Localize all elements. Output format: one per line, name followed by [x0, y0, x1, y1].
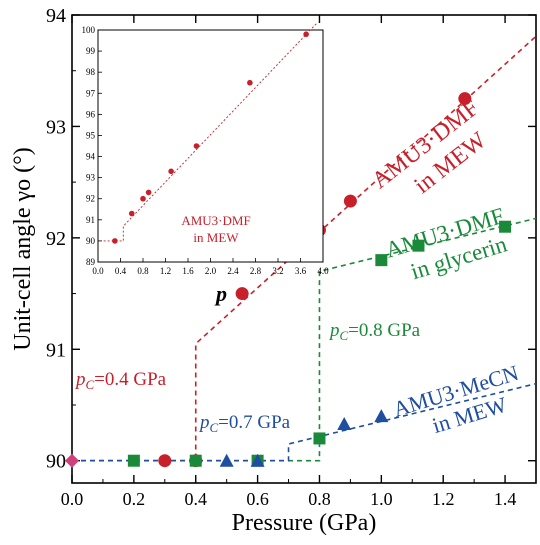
y-tick-label: 93	[46, 116, 66, 138]
inset-area	[97, 29, 324, 263]
data-point	[313, 432, 326, 445]
main-trend-lines	[72, 35, 537, 462]
y-tick-label: 91	[46, 339, 66, 361]
inset-x-tick-label: 0.8	[137, 266, 149, 276]
inset-x-tick-label: 2.4	[227, 266, 239, 276]
main-axes: 0.0 0.2 0.4 0.6 0.8 1.0 1.2 1.4 90 91 92 93 94	[46, 5, 537, 509]
plot-area	[71, 14, 537, 484]
inset-series	[103, 22, 318, 244]
data-point	[343, 194, 357, 208]
data-point	[499, 220, 512, 233]
inset-y-tick-label: 97	[86, 88, 96, 98]
annotation-mecn-mew: AMU3·MeCN in MEW	[390, 360, 521, 438]
inset-x-tick-label: 2.0	[205, 266, 217, 276]
inset-y-tick-label: 90	[86, 236, 96, 246]
inset-data-point	[128, 210, 135, 217]
inset-y-tick-label: 99	[86, 46, 96, 56]
inset-x-tick-label: 3.2	[272, 266, 283, 276]
pc-blue-label: pC=0.7 GPa	[198, 412, 291, 435]
x-tick-label: 0.0	[61, 489, 84, 509]
data-point	[235, 287, 249, 301]
inset-x-tick-label: 2.8	[250, 266, 262, 276]
inset-y-tick-label: 91	[86, 215, 95, 225]
data-point	[127, 454, 140, 467]
data-point	[458, 92, 472, 106]
inset-data-point	[303, 31, 309, 38]
data-point	[189, 454, 202, 467]
data-point	[158, 454, 172, 468]
inset-data-point	[168, 168, 174, 175]
inset-y-tick-label: 96	[86, 109, 96, 119]
inset-label-line2: in MEW	[193, 230, 239, 245]
inset-x-tick-label: 0.0	[92, 266, 104, 276]
x-tick-label: 0.4	[184, 489, 207, 509]
x-tick-label: 1.4	[494, 489, 517, 509]
inset-axes: 0.0 0.4 0.8 1.2 1.6 2.0 2.4 2.8 3.2 3.6 4.0 89 90 91 9…	[82, 25, 330, 276]
data-point	[250, 453, 265, 467]
annotation-dmf-mew: AMU3·DMF in MEW	[367, 95, 491, 199]
x-tick-label: 0.8	[308, 489, 331, 509]
mecn-mew-trend-line	[72, 382, 537, 462]
inset-y-tick-label: 93	[86, 173, 96, 183]
x-tick-label: 1.0	[370, 489, 393, 509]
inset-x-tick-label: 3.6	[295, 266, 307, 276]
inset-y-tick-label: 94	[86, 152, 96, 162]
data-point	[337, 416, 352, 430]
inset-y-tick-label: 95	[86, 130, 96, 140]
data-point	[65, 453, 79, 468]
inset-data-point	[247, 79, 253, 86]
pc-green-label: pC=0.8 GPa	[328, 320, 421, 343]
inset-data-point	[193, 143, 200, 149]
inset-x-tick-label: 4.0	[317, 266, 329, 276]
x-axis-title: Pressure (GPa)	[232, 510, 377, 536]
inset-y-tick-label: 92	[86, 194, 95, 204]
annotation-dmf-glycerin: AMU3·DMF in glycerin	[382, 203, 510, 284]
y-tick-label: 92	[46, 228, 66, 250]
data-point	[375, 254, 388, 267]
inset-data-point	[140, 195, 146, 202]
inset-x-tick-label: 1.2	[160, 266, 171, 276]
x-tick-label: 0.6	[246, 489, 269, 509]
y-tick-label: 90	[46, 451, 66, 473]
inset-y-tick-label: 89	[86, 257, 96, 267]
y-tick-label: 94	[46, 5, 66, 27]
y-axis-title: Unit-cell angle γo (°)	[10, 147, 36, 350]
inset-label-line1: AMU3·DMF	[181, 213, 250, 228]
data-point	[412, 239, 425, 252]
dmf-mew-trend-line	[72, 35, 537, 462]
inset-data-point	[145, 189, 152, 196]
p-point-label: p	[214, 281, 227, 306]
x-tick-label: 0.2	[123, 489, 146, 509]
data-point	[374, 409, 389, 423]
inset-y-tick-label: 98	[86, 67, 96, 77]
inset-x-tick-label: 0.4	[115, 266, 127, 276]
x-tick-label: 1.2	[432, 489, 455, 509]
dmf-glycerin-trend-line	[72, 217, 537, 462]
inset-x-tick-label: 1.6	[182, 266, 194, 276]
inset-y-tick-label: 100	[82, 25, 96, 35]
data-point	[219, 453, 234, 467]
inset-annotation: AMU3·DMF in MEW	[181, 213, 250, 245]
pc-red-label: pC=0.4 GPa	[74, 369, 167, 392]
inset-data-point	[112, 238, 118, 244]
